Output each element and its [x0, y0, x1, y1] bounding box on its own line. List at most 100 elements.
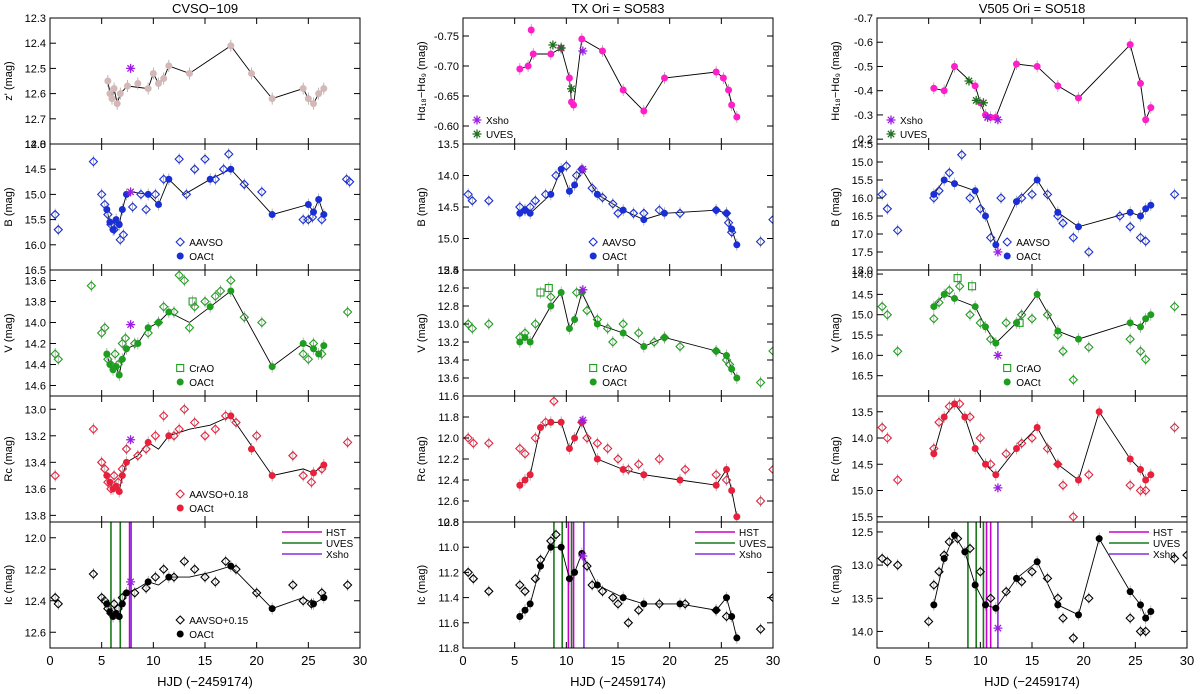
data-point — [675, 341, 685, 352]
data-point — [930, 190, 938, 198]
data-point — [940, 290, 948, 298]
data-point — [892, 346, 903, 357]
data-point — [640, 343, 648, 350]
data-point — [200, 572, 210, 582]
data-point — [1058, 480, 1068, 491]
x-tick-label: 30 — [353, 653, 367, 668]
y-tick-label: 12.6 — [25, 89, 46, 101]
legend-marker — [1003, 252, 1011, 260]
data-point — [299, 85, 307, 93]
y-tick-label: 12.6 — [438, 496, 459, 508]
data-point — [126, 320, 136, 330]
series-crao — [536, 282, 553, 299]
data-point — [544, 283, 553, 293]
legend-marker — [175, 489, 185, 499]
series-xsho — [126, 577, 136, 587]
data-point — [619, 594, 627, 602]
panel-R: 11.6 11.8 12.0 12.2 12.4 12.6 12.8 Rᴄ (mag) — [416, 391, 774, 529]
data-point — [165, 62, 173, 70]
legend-marker — [175, 237, 185, 247]
data-point — [126, 63, 136, 73]
y-tick-label: 11.2 — [438, 567, 459, 579]
y-tick-label: 12.4 — [25, 596, 46, 608]
data-point — [103, 472, 111, 480]
data-point — [118, 206, 126, 214]
data-point — [971, 581, 979, 589]
data-point — [953, 274, 962, 283]
data-point — [530, 319, 541, 329]
data-point — [719, 74, 727, 82]
data-point — [303, 354, 314, 365]
data-point — [342, 437, 353, 448]
data-point — [104, 77, 112, 85]
data-point — [613, 599, 623, 609]
data-point — [468, 438, 479, 449]
data-point — [529, 50, 537, 58]
series-aavso — [877, 397, 1180, 522]
legend-label: HST — [1153, 528, 1173, 539]
data-point — [1013, 319, 1020, 327]
legend-marker — [1003, 363, 1012, 373]
data-point — [1013, 198, 1020, 206]
y-tick-label: 14.5 — [852, 289, 873, 301]
x-tick-label: 15 — [611, 653, 625, 668]
data-point — [50, 209, 60, 220]
series-xsho — [578, 285, 588, 295]
legend-label: AAVSO+0.15 — [189, 616, 248, 627]
data-point — [144, 324, 152, 332]
data-point — [985, 593, 996, 604]
data-point — [982, 212, 989, 220]
data-point — [619, 329, 627, 337]
data-point — [982, 601, 989, 609]
data-point — [608, 199, 618, 209]
data-point — [654, 454, 665, 464]
data-point — [306, 477, 317, 487]
data-point — [120, 333, 131, 344]
data-point — [1135, 232, 1146, 243]
panel-data — [50, 148, 355, 246]
series-xsho — [126, 63, 136, 73]
data-point — [122, 345, 130, 353]
data-point — [1027, 566, 1037, 577]
data-point — [1033, 62, 1041, 70]
y-tick-label: -0.7 — [854, 13, 873, 25]
data-point — [1137, 466, 1144, 473]
y-tick-label: 13.8 — [25, 297, 46, 309]
y-tick-label: 13.6 — [25, 484, 46, 496]
data-point — [1137, 323, 1144, 331]
data-point — [930, 601, 938, 609]
data-point — [288, 450, 298, 461]
data-point — [971, 82, 979, 90]
data-point — [1001, 318, 1011, 328]
y-axis-label: Rᴄ (mag) — [416, 436, 428, 481]
y-tick-label: -0.60 — [434, 121, 459, 133]
data-point — [557, 289, 565, 296]
series-oact — [516, 416, 741, 522]
y-tick-label: 15.5 — [852, 512, 873, 524]
data-point — [526, 471, 534, 479]
data-point — [640, 471, 648, 479]
data-point — [320, 342, 328, 350]
data-point — [144, 85, 152, 93]
data-point — [582, 433, 592, 443]
y-axis-label: Iᴄ (mag) — [3, 565, 15, 605]
y-tick-label: 16.0 — [852, 193, 873, 205]
x-tick-label: 20 — [249, 653, 263, 668]
y-axis-label: Iᴄ (mag) — [830, 565, 842, 605]
panel-zprime: 12.3 12.4 12.5 12.6 12.7 12.8 z' (mag) — [3, 13, 361, 151]
data-point — [654, 599, 665, 609]
data-point — [1137, 79, 1144, 87]
data-point — [134, 80, 142, 88]
data-point — [530, 433, 541, 443]
data-point — [599, 47, 606, 55]
data-point — [136, 189, 146, 200]
data-point — [971, 303, 979, 311]
data-point — [1075, 223, 1082, 231]
data-point — [578, 415, 588, 425]
data-point — [578, 35, 586, 43]
data-point — [1001, 448, 1011, 459]
y-tick-label: 11.0 — [438, 542, 459, 554]
legend-label: UVES — [1153, 539, 1181, 550]
x-tick-label: 0 — [46, 653, 53, 668]
data-point — [307, 212, 318, 222]
